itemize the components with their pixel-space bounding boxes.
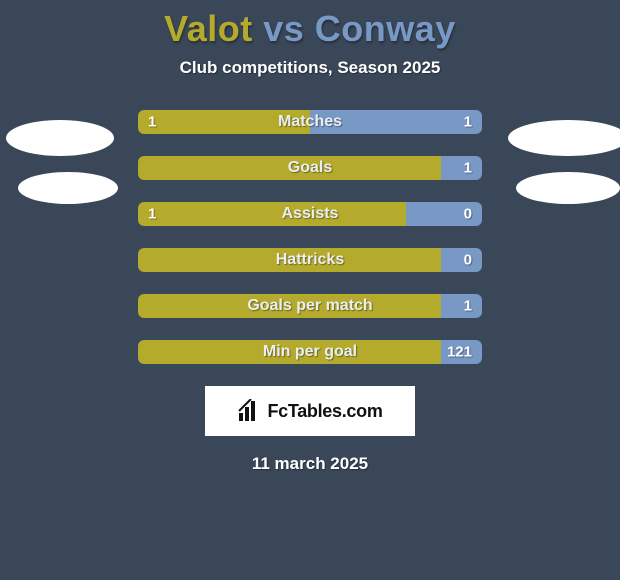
vs-separator: vs — [263, 8, 304, 49]
stat-label: Hattricks — [138, 251, 482, 269]
player1-name: Valot — [164, 8, 253, 49]
stat-label: Min per goal — [138, 343, 482, 361]
brand-text: FcTables.com — [267, 401, 382, 422]
stat-label: Matches — [138, 113, 482, 131]
stat-row: 10Assists — [138, 202, 482, 226]
brand-chart-icon — [237, 399, 261, 423]
stat-rows: 11Matches 1Goals 10Assists 0Hattricks 1Goals… — [138, 110, 482, 364]
stat-row: 121Min per goal — [138, 340, 482, 364]
stat-row: 0Hattricks — [138, 248, 482, 272]
footer-date: 11 march 2025 — [0, 454, 620, 474]
stat-row: 1Goals — [138, 156, 482, 180]
stat-label: Goals — [138, 159, 482, 177]
player1-photo-shape-2 — [18, 172, 118, 204]
stat-label: Assists — [138, 205, 482, 223]
stat-label: Goals per match — [138, 297, 482, 315]
player2-photo-shape-2 — [516, 172, 620, 204]
stat-row: 1Goals per match — [138, 294, 482, 318]
subtitle: Club competitions, Season 2025 — [0, 58, 620, 78]
player2-name: Conway — [315, 8, 456, 49]
comparison-title: Valot vs Conway — [0, 0, 620, 50]
brand-badge: FcTables.com — [205, 386, 415, 436]
stat-row: 11Matches — [138, 110, 482, 134]
player1-photo-shape-1 — [6, 120, 114, 156]
player2-photo-shape-1 — [508, 120, 620, 156]
